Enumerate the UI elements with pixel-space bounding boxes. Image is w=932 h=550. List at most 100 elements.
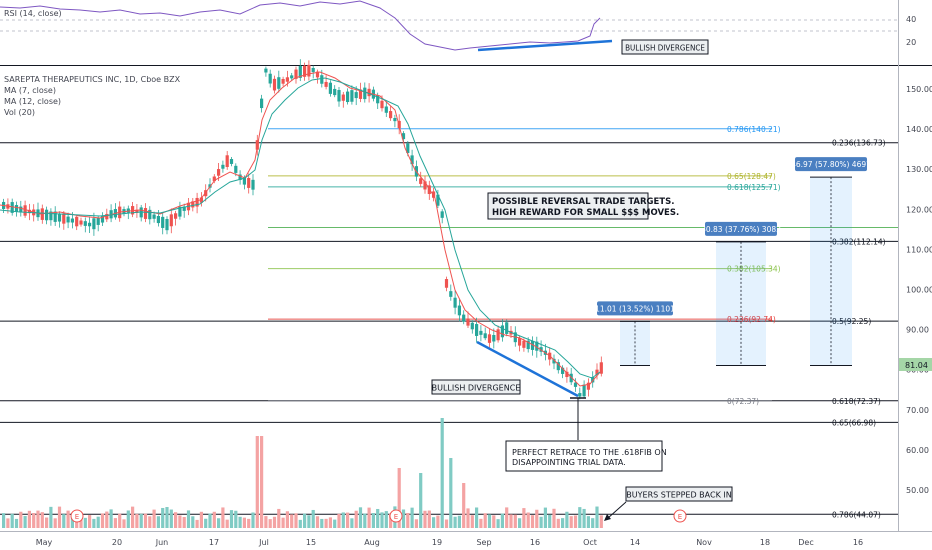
rsi-tick-20: 20 bbox=[906, 38, 916, 47]
volume-bar bbox=[466, 508, 470, 528]
candle-body bbox=[573, 382, 578, 387]
candle-body bbox=[161, 216, 165, 228]
time-axis[interactable]: May 20 Jun 17 Jul 15 Aug 19 Sep 16 Oct 14 Nov 18 Dec 16 bbox=[36, 538, 863, 547]
candle-body bbox=[440, 211, 444, 218]
volume-bar bbox=[14, 518, 19, 528]
candle-body bbox=[324, 81, 328, 87]
volume-bar bbox=[178, 515, 182, 528]
time-tick: Jun bbox=[155, 538, 169, 547]
volume-bar bbox=[36, 510, 40, 528]
candle-body bbox=[135, 209, 139, 213]
candle-body bbox=[384, 106, 388, 113]
candle-body bbox=[380, 100, 384, 109]
candle-body bbox=[328, 82, 332, 94]
time-tick: Sep bbox=[476, 538, 491, 547]
rsi-tick-40: 40 bbox=[906, 15, 916, 24]
candle-body bbox=[311, 68, 315, 73]
candle-body bbox=[100, 215, 105, 223]
candle-body bbox=[23, 205, 27, 216]
volume-bar bbox=[457, 515, 461, 528]
ma12-legend: MA (12, close) bbox=[4, 97, 62, 106]
time-tick: Oct bbox=[583, 538, 597, 547]
volume-bar bbox=[483, 513, 487, 528]
candle-body bbox=[406, 143, 410, 153]
time-tick: Aug bbox=[364, 538, 380, 547]
volume-bar bbox=[303, 513, 307, 528]
volume-bar bbox=[285, 511, 289, 528]
candle-body bbox=[92, 218, 96, 230]
volume-bar bbox=[225, 519, 229, 528]
candle-body bbox=[281, 78, 285, 84]
volume-bar bbox=[208, 513, 212, 528]
volume-bar bbox=[419, 473, 423, 528]
candle-body bbox=[294, 69, 298, 79]
candle-body bbox=[62, 213, 66, 224]
candle-body bbox=[272, 78, 277, 91]
target-label: 46.97 (57.80%) 4697 bbox=[791, 160, 871, 169]
volume-bar bbox=[165, 507, 169, 528]
price-divergence-line bbox=[476, 340, 579, 398]
volume-bar bbox=[453, 516, 457, 528]
candle-body bbox=[229, 159, 234, 164]
candle-body bbox=[298, 65, 302, 78]
volume-bar bbox=[479, 518, 483, 528]
candle-body bbox=[475, 324, 479, 336]
rsi-divergence-line bbox=[477, 39, 613, 52]
fib-levels[interactable]: 0.236(136.73) 0.382(112.14) 0.5(92.25) 0.61… bbox=[0, 125, 898, 520]
earnings-marker-aug[interactable]: E bbox=[389, 509, 403, 523]
volume-bar bbox=[66, 510, 70, 528]
volume-bar bbox=[10, 513, 14, 528]
ma7-legend: MA (7, close) bbox=[4, 86, 56, 95]
candle-body bbox=[53, 211, 57, 222]
reversal-note-box bbox=[487, 192, 649, 220]
earnings-marker-may[interactable]: E bbox=[70, 509, 84, 523]
volume-bar bbox=[487, 514, 492, 528]
earnings-marker-nov[interactable]: E bbox=[673, 509, 687, 523]
buyers-note: BUYERS STEPPED BACK IN bbox=[626, 491, 731, 500]
candle-body bbox=[333, 88, 337, 96]
volume-legend: Vol (20) bbox=[4, 108, 35, 117]
candle-body bbox=[346, 91, 350, 103]
volume-bar bbox=[277, 508, 281, 528]
candle-body bbox=[191, 201, 195, 208]
candle-body bbox=[354, 92, 358, 99]
candle-body bbox=[303, 65, 307, 77]
volume-bar bbox=[174, 512, 178, 528]
fib-retrace-label: 0(72.37) bbox=[727, 397, 759, 406]
target-projections[interactable]: 11.01 (13.52%) 1101 30.83 (37.76%) 3083 46… bbox=[595, 157, 871, 367]
volume-bar bbox=[268, 519, 272, 528]
earnings-marker-label: E bbox=[75, 513, 79, 521]
volume-bar bbox=[169, 509, 173, 528]
volume-bar bbox=[57, 506, 62, 528]
volume-bar bbox=[32, 513, 36, 528]
candle-body bbox=[264, 68, 268, 73]
volume-bar bbox=[2, 513, 6, 528]
candle-body bbox=[479, 330, 483, 335]
fib-retrace-label: 0.382(105.34) bbox=[727, 265, 781, 274]
candle-body bbox=[432, 191, 436, 198]
candle-body bbox=[376, 95, 380, 104]
volume-bar bbox=[126, 510, 130, 528]
volume-bar bbox=[449, 458, 453, 528]
retrace-note-box bbox=[505, 440, 663, 472]
volume-bar bbox=[535, 509, 539, 528]
fib-label: 0.618(72.37) bbox=[832, 397, 881, 406]
candle-body bbox=[401, 133, 406, 140]
volume-bar bbox=[444, 519, 449, 528]
volume-bar bbox=[255, 436, 259, 528]
volume-bar bbox=[19, 511, 23, 528]
time-tick: 14 bbox=[630, 538, 640, 547]
volume-bar bbox=[100, 513, 105, 528]
volume-bar bbox=[315, 516, 320, 528]
volume-bar bbox=[367, 507, 371, 528]
candle-body bbox=[591, 377, 595, 383]
candle-body bbox=[582, 384, 586, 397]
candle-body bbox=[96, 217, 100, 225]
price-tick: 130.00 bbox=[906, 165, 932, 174]
candle-body bbox=[75, 216, 79, 227]
price-axis[interactable]: 150.00 140.00 130.00 120.00 110.00 100.00 90.0… bbox=[906, 85, 932, 495]
volume-bar bbox=[440, 418, 444, 528]
volume-bar bbox=[6, 518, 10, 528]
time-tick: 16 bbox=[530, 538, 540, 547]
